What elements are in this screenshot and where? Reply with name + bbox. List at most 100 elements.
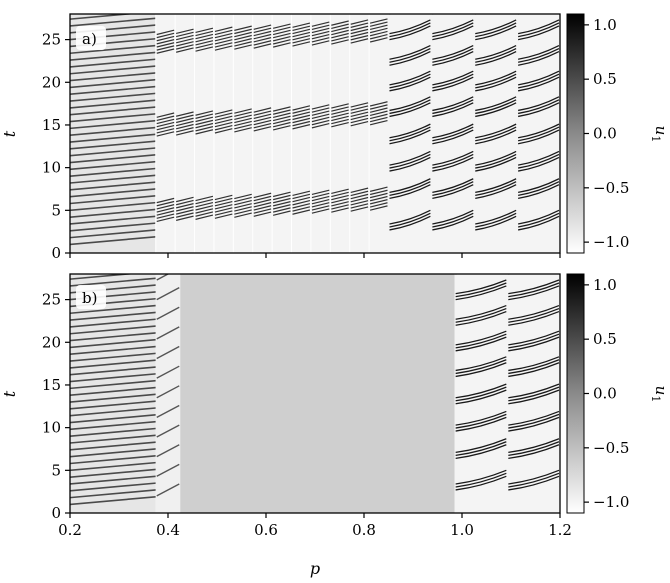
colorbar-a-gradient bbox=[566, 13, 585, 254]
transition-line bbox=[156, 274, 170, 281]
burst-line bbox=[369, 195, 388, 202]
oscillation-line bbox=[70, 338, 156, 349]
oscillation-line bbox=[70, 359, 156, 369]
burst-line bbox=[272, 191, 291, 198]
burst-line bbox=[331, 112, 349, 119]
burst-line bbox=[350, 196, 369, 203]
periodic-burst-line bbox=[508, 257, 559, 271]
periodic-burst-line bbox=[508, 386, 560, 402]
burst-line bbox=[214, 45, 233, 51]
periodic-burst-line bbox=[456, 257, 507, 271]
burst-line bbox=[292, 120, 311, 127]
colorbar-a-label: u1 bbox=[649, 126, 670, 143]
periodic-burst-line bbox=[475, 73, 517, 89]
burst-line bbox=[156, 197, 175, 204]
oscillation-line bbox=[70, 265, 156, 273]
oscillation-line bbox=[70, 455, 156, 465]
oscillation-line bbox=[70, 167, 156, 177]
transition-line bbox=[156, 287, 180, 301]
burst-line bbox=[214, 200, 233, 207]
periodic-burst-line bbox=[432, 150, 474, 166]
burst-line bbox=[195, 214, 214, 220]
periodic-burst-line bbox=[455, 282, 507, 298]
periodic-burst-line bbox=[432, 178, 474, 194]
periodic-burst-line bbox=[508, 333, 560, 349]
colorbar-b-label: u1 bbox=[649, 386, 670, 403]
periodic-burst-line bbox=[508, 362, 560, 378]
burst-line bbox=[156, 35, 175, 42]
colorbar-tick-label: 0.5 bbox=[593, 330, 617, 348]
periodic-burst-line bbox=[475, 47, 517, 63]
oscillation-line bbox=[70, 414, 156, 424]
burst-line bbox=[331, 191, 349, 198]
burst-line bbox=[350, 193, 369, 200]
ytick-label: 15 bbox=[42, 116, 61, 134]
burst-line bbox=[292, 28, 311, 35]
periodic-burst-line bbox=[475, 0, 516, 8]
burst-line bbox=[214, 42, 233, 48]
burst-line bbox=[234, 28, 252, 35]
oscillation-line bbox=[70, 154, 156, 164]
burst-line bbox=[253, 202, 272, 208]
panel-a-plot bbox=[70, 0, 560, 253]
transition-line bbox=[156, 326, 180, 340]
periodic-burst-line bbox=[455, 389, 507, 405]
burst-line bbox=[214, 128, 233, 134]
burst-line bbox=[195, 33, 214, 40]
periodic-burst-line bbox=[389, 184, 431, 200]
oscillation-line bbox=[70, 393, 156, 403]
oscillation-line bbox=[70, 482, 156, 492]
burst-line bbox=[176, 44, 194, 50]
ytick-label: 15 bbox=[42, 376, 61, 394]
oscillation-line bbox=[70, 160, 156, 171]
burst-line bbox=[176, 203, 194, 209]
oscillation-line bbox=[70, 195, 156, 205]
burst-line bbox=[292, 206, 311, 212]
oscillation-line bbox=[70, 495, 156, 506]
panel-a-label: a) bbox=[82, 30, 97, 48]
burst-line bbox=[292, 193, 311, 200]
oscillation-line bbox=[70, 427, 156, 437]
periodic-burst-line bbox=[518, 123, 560, 139]
burst-line bbox=[214, 121, 233, 128]
xtick-label: 0.4 bbox=[156, 521, 180, 539]
burst-line bbox=[156, 45, 175, 51]
burst-line bbox=[214, 26, 233, 32]
oscillation-line bbox=[70, 235, 156, 246]
burst-line bbox=[369, 110, 388, 116]
panel-a-label-box bbox=[76, 26, 106, 50]
burst-line bbox=[331, 20, 349, 26]
burst-line bbox=[156, 213, 175, 219]
oscillation-line bbox=[70, 51, 156, 61]
burst-line bbox=[311, 21, 330, 27]
oscillation-line bbox=[70, 17, 156, 27]
oscillation-line bbox=[70, 119, 156, 130]
burst-line bbox=[234, 117, 252, 124]
periodic-burst-line bbox=[508, 282, 560, 298]
burst-line bbox=[350, 19, 369, 25]
periodic-burst-line bbox=[518, 73, 560, 89]
burst-line bbox=[369, 113, 388, 120]
periodic-burst-line bbox=[508, 304, 560, 320]
burst-line bbox=[214, 35, 233, 42]
burst-line bbox=[311, 116, 330, 123]
burst-line bbox=[369, 186, 388, 192]
burst-line bbox=[253, 205, 272, 211]
burst-line bbox=[369, 119, 388, 126]
periodic-burst-line bbox=[455, 274, 460, 275]
periodic-burst-line bbox=[518, 99, 560, 115]
oscillation-line bbox=[70, 386, 156, 397]
burst-line bbox=[350, 203, 369, 209]
burst-line bbox=[369, 107, 388, 113]
burst-line bbox=[214, 112, 233, 118]
burst-line bbox=[369, 37, 388, 43]
periodic-burst-line bbox=[432, 129, 474, 145]
colorbar-b: 1.0 0.5 0.0 −0.5 −1.0 u1 bbox=[566, 273, 670, 514]
periodic-burst-line bbox=[455, 362, 507, 378]
periodic-burst-line bbox=[389, 73, 431, 89]
burst-line bbox=[253, 208, 272, 214]
periodic-burst-line bbox=[432, 0, 473, 11]
periodic-burst-line bbox=[518, 102, 560, 118]
oscillation-line bbox=[70, 229, 156, 239]
burst-line bbox=[331, 194, 349, 201]
